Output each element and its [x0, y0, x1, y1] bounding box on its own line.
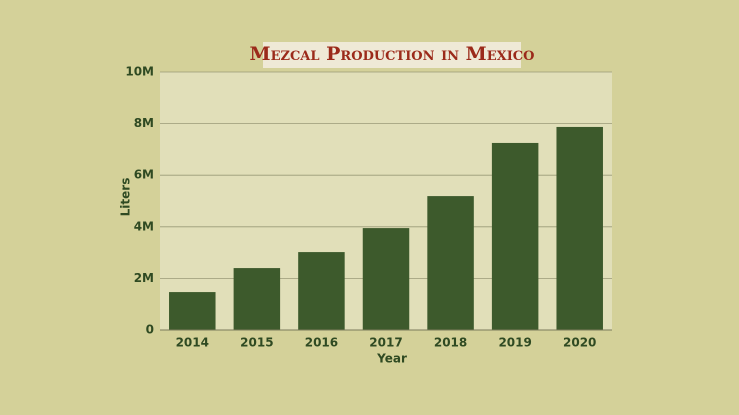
x-tick-label: 2016 — [305, 336, 338, 350]
bar — [362, 228, 410, 330]
x-tick-label: 2019 — [498, 336, 531, 350]
chart-title: Mezcal Production in Mexico — [250, 43, 535, 65]
x-tick-label: 2014 — [176, 336, 209, 350]
bar — [169, 292, 216, 330]
x-axis-label: Year — [376, 352, 407, 366]
title-box — [263, 42, 521, 68]
bar — [491, 142, 539, 330]
x-tick-label: 2017 — [369, 336, 402, 350]
x-tick-label: 2018 — [434, 336, 467, 350]
bar — [298, 252, 345, 330]
x-tick-label: 2015 — [240, 336, 273, 350]
y-tick-label: 2M — [134, 271, 154, 285]
bar — [427, 196, 474, 330]
y-axis-label: Liters — [119, 178, 133, 217]
y-tick-label: 6M — [134, 168, 154, 182]
y-tick-label: 0 — [146, 323, 154, 337]
y-tick-label: 8M — [134, 116, 154, 130]
x-tick-label: 2020 — [563, 336, 596, 350]
y-tick-label: 10M — [125, 65, 154, 79]
bar — [556, 126, 603, 330]
bar — [233, 268, 281, 330]
y-tick-label: 4M — [134, 219, 154, 233]
